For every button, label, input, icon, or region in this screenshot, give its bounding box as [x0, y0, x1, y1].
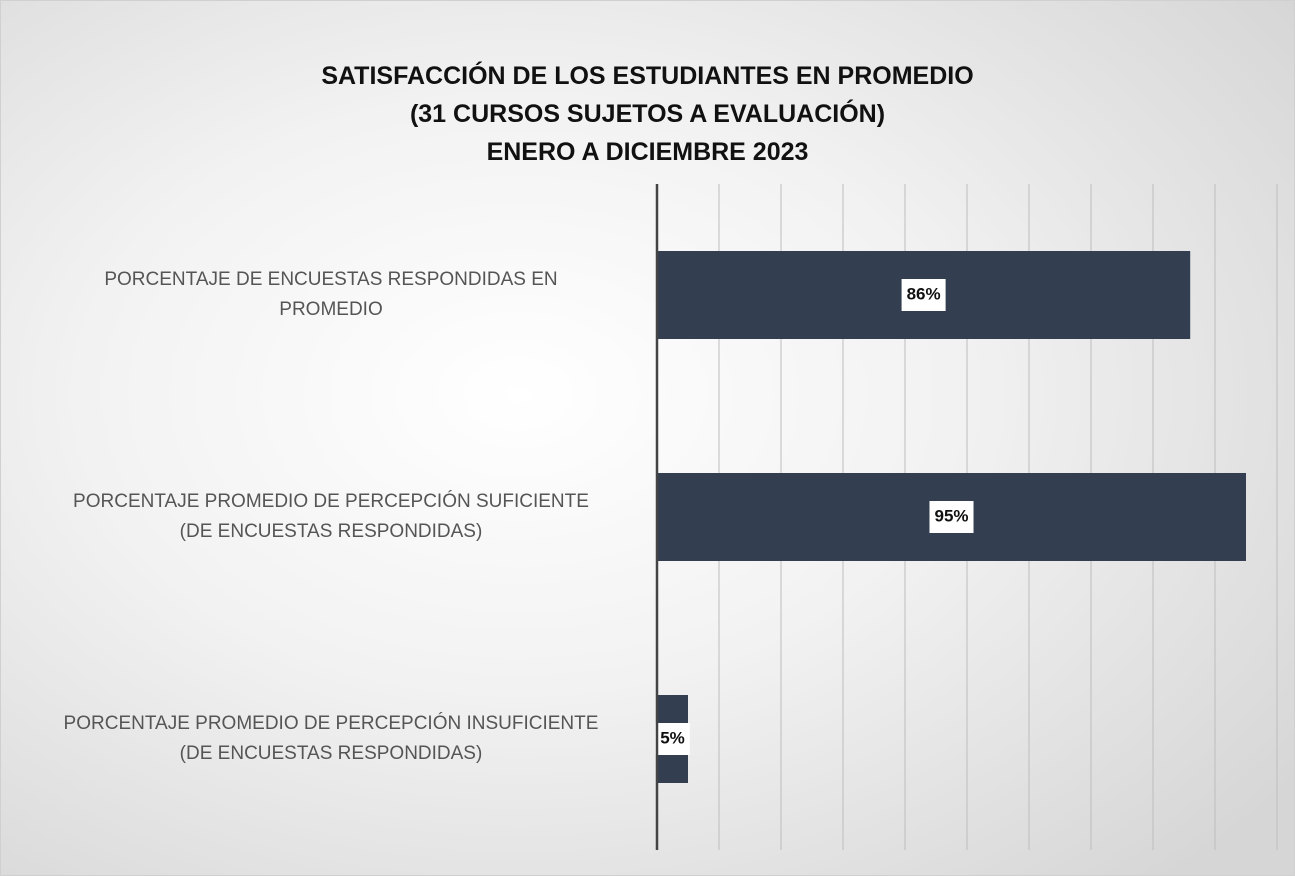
value-label: 95%	[934, 506, 968, 525]
y-tick-label: PORCENTAJE DE ENCUESTAS RESPONDIDAS EN P…	[104, 269, 558, 320]
value-label-bg	[901, 279, 946, 311]
value-label-bg	[929, 501, 974, 533]
value-label-bg	[655, 723, 690, 755]
value-label: 86%	[907, 284, 941, 303]
y-tick-label: PORCENTAJE PROMEDIO DE PERCEPCIÓN SUFICI…	[73, 491, 589, 542]
y-tick-label: PORCENTAJE PROMEDIO DE PERCEPCIÓN INSUFI…	[63, 713, 599, 764]
chart-title: SATISFACCIÓN DE LOS ESTUDIANTES EN PROME…	[321, 62, 974, 166]
value-label: 5%	[660, 728, 685, 747]
